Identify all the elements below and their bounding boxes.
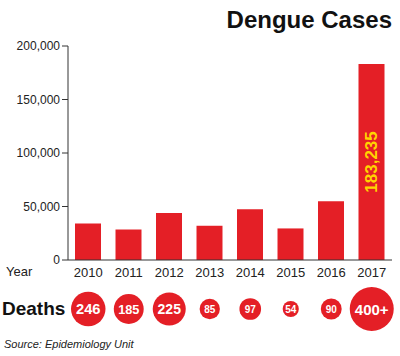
svg-text:85: 85	[204, 304, 216, 315]
svg-text:90: 90	[326, 304, 338, 315]
svg-text:97: 97	[245, 304, 257, 315]
svg-text:50,000: 50,000	[23, 200, 60, 214]
svg-text:2014: 2014	[236, 265, 265, 280]
svg-text:2013: 2013	[195, 265, 224, 280]
svg-text:183,235: 183,235	[362, 131, 381, 192]
svg-text:54: 54	[285, 304, 297, 315]
svg-text:200,000: 200,000	[17, 39, 61, 53]
svg-text:2011: 2011	[115, 265, 143, 280]
svg-text:2017: 2017	[357, 265, 386, 280]
svg-text:2016: 2016	[317, 265, 346, 280]
svg-text:246: 246	[76, 301, 100, 317]
svg-text:150,000: 150,000	[17, 93, 61, 107]
svg-text:2010: 2010	[74, 265, 103, 280]
html-text:Dengue Cases: Dengue Cases	[226, 6, 392, 33]
svg-text:100,000: 100,000	[17, 146, 61, 160]
svg-text:185: 185	[118, 302, 139, 317]
html-text:Source: Epidemiology Unit: Source: Epidemiology Unit	[4, 338, 134, 350]
svg-text:400+: 400+	[355, 301, 389, 318]
svg-text:225: 225	[158, 301, 182, 317]
svg-text:2015: 2015	[276, 265, 305, 280]
html-text:Year: Year	[6, 264, 33, 279]
svg-text:Deaths: Deaths	[2, 298, 65, 319]
svg-text:2012: 2012	[155, 265, 184, 280]
svg-text:0: 0	[53, 253, 60, 267]
